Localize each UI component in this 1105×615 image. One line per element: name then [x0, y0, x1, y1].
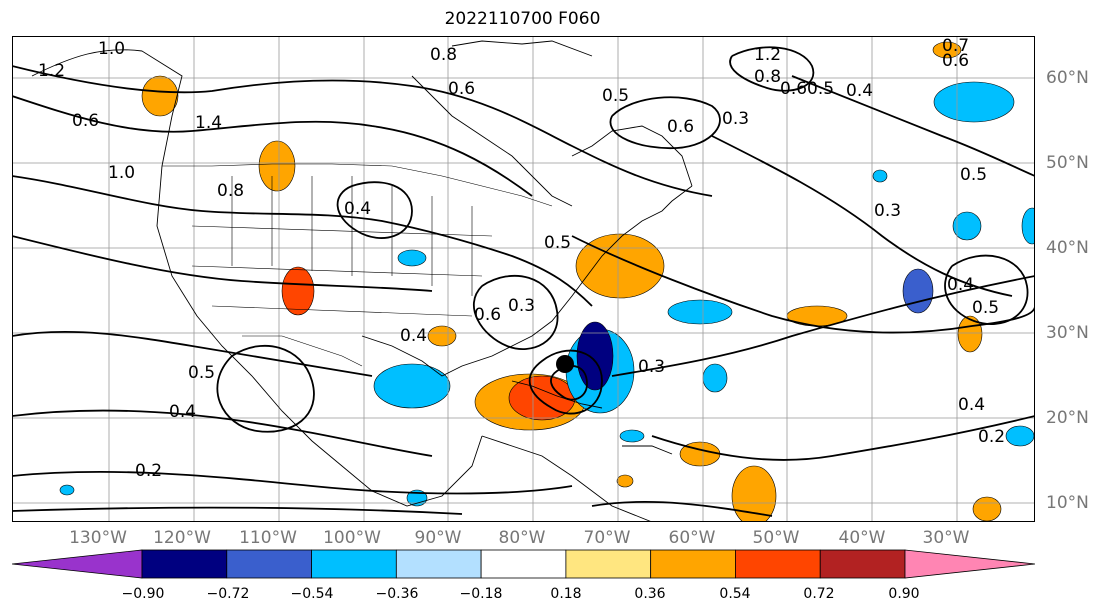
- contour-label: 0.6: [448, 79, 475, 99]
- figure-title: 2022110700 F060: [444, 9, 601, 29]
- contour-label: 0.5: [188, 363, 215, 383]
- contour-label: 1.2: [38, 61, 65, 81]
- lat-label: 60°N: [1046, 68, 1089, 88]
- lat-label: 20°N: [1046, 408, 1089, 428]
- colorbar: [12, 549, 1035, 579]
- contour-label: 0.5: [960, 165, 987, 185]
- lat-label: 30°N: [1046, 323, 1089, 343]
- colorbar-tick: −0.54: [290, 586, 334, 602]
- contour-label: 0.6: [72, 111, 99, 131]
- colorbar-segment: [395, 549, 482, 579]
- contour-label: 0.2: [978, 427, 1005, 447]
- map-panel: 1.0 1.2 1.4 1.0 0.8 0.8 0.6 0.5 0.6 0.3 …: [12, 36, 1035, 522]
- coastlines: [31, 40, 693, 522]
- contour-label: 1.0: [108, 163, 135, 183]
- contour-label: 1.0: [98, 39, 125, 59]
- contour-label: 0.6: [474, 305, 501, 325]
- contour-label: 0.8: [217, 181, 244, 201]
- contour-label: 0.4: [958, 395, 985, 415]
- colorbar-tick: 0.54: [719, 586, 751, 602]
- colorbar-tick: 0.90: [888, 586, 920, 602]
- map-frame: [12, 36, 1035, 522]
- lon-label: 70°W: [583, 528, 631, 548]
- lon-label: 100°W: [323, 528, 381, 548]
- contour-label: 0.8: [754, 67, 781, 87]
- contour-label: 0.4: [947, 275, 974, 295]
- lon-label: 130°W: [69, 528, 127, 548]
- lat-label: 10°N: [1046, 493, 1089, 513]
- map-background: [12, 36, 1035, 522]
- lat-label: 50°N: [1046, 153, 1089, 173]
- storm-center-marker: [556, 355, 574, 373]
- contour-label: 0.3: [874, 201, 901, 221]
- lat-label: 40°N: [1046, 238, 1089, 258]
- colorbar-segment: [565, 549, 652, 579]
- colorbar-segment: [735, 549, 821, 579]
- contour-label: 0.5: [972, 298, 999, 318]
- colorbar-tick: 0.36: [634, 586, 666, 602]
- lon-label: 30°W: [922, 528, 970, 548]
- contour-label: 0.3: [722, 109, 749, 129]
- contour-label: 0.8: [430, 45, 457, 65]
- colorbar-segment: [311, 549, 397, 579]
- contour-label: 0.5: [807, 79, 834, 99]
- lon-label: 50°W: [752, 528, 800, 548]
- lon-label: 40°W: [838, 528, 886, 548]
- contour-label: 0.6: [780, 79, 807, 99]
- colorbar-tick: 0.72: [803, 586, 835, 602]
- contour-label: 0.3: [508, 296, 535, 316]
- contour-label: 1.4: [195, 113, 222, 133]
- colorbar-tick: −0.18: [459, 586, 503, 602]
- contour-labels: 1.0 1.2 1.4 1.0 0.8 0.8 0.6 0.5 0.6 0.3 …: [38, 36, 1005, 481]
- contour-label: 0.3: [638, 357, 665, 377]
- colorbar-extend-low: [12, 549, 143, 579]
- contour-label: 0.4: [344, 199, 371, 219]
- contour-label: 0.7: [942, 36, 969, 56]
- lon-label: 90°W: [414, 528, 462, 548]
- colorbar-tick: −0.90: [121, 586, 165, 602]
- colorbar-segment: [819, 549, 906, 579]
- colorbar-segment: [480, 549, 567, 579]
- colorbar-segment: [141, 549, 228, 579]
- lon-label: 60°W: [668, 528, 716, 548]
- contour-label: 0.6: [942, 51, 969, 71]
- colorbar-tick: 0.18: [550, 586, 582, 602]
- lon-label: 80°W: [498, 528, 546, 548]
- colorbar-segment: [650, 549, 736, 579]
- contour-label: 0.5: [602, 86, 629, 106]
- colorbar-segment: [226, 549, 312, 579]
- contour-label: 1.2: [754, 45, 781, 65]
- contour-label: 0.4: [846, 81, 873, 101]
- contour-label: 0.4: [169, 402, 196, 422]
- colorbar-extend-high: [904, 549, 1035, 579]
- contour-label: 0.2: [135, 461, 162, 481]
- lon-label: 120°W: [153, 528, 211, 548]
- contour-label: 0.5: [544, 233, 571, 253]
- colorbar-tick: −0.36: [375, 586, 419, 602]
- colorbar-tick: −0.72: [206, 586, 250, 602]
- contour-label: 0.4: [400, 326, 427, 346]
- contour-label: 0.6: [667, 117, 694, 137]
- contour-lines: [12, 46, 1035, 517]
- lon-label: 110°W: [239, 528, 297, 548]
